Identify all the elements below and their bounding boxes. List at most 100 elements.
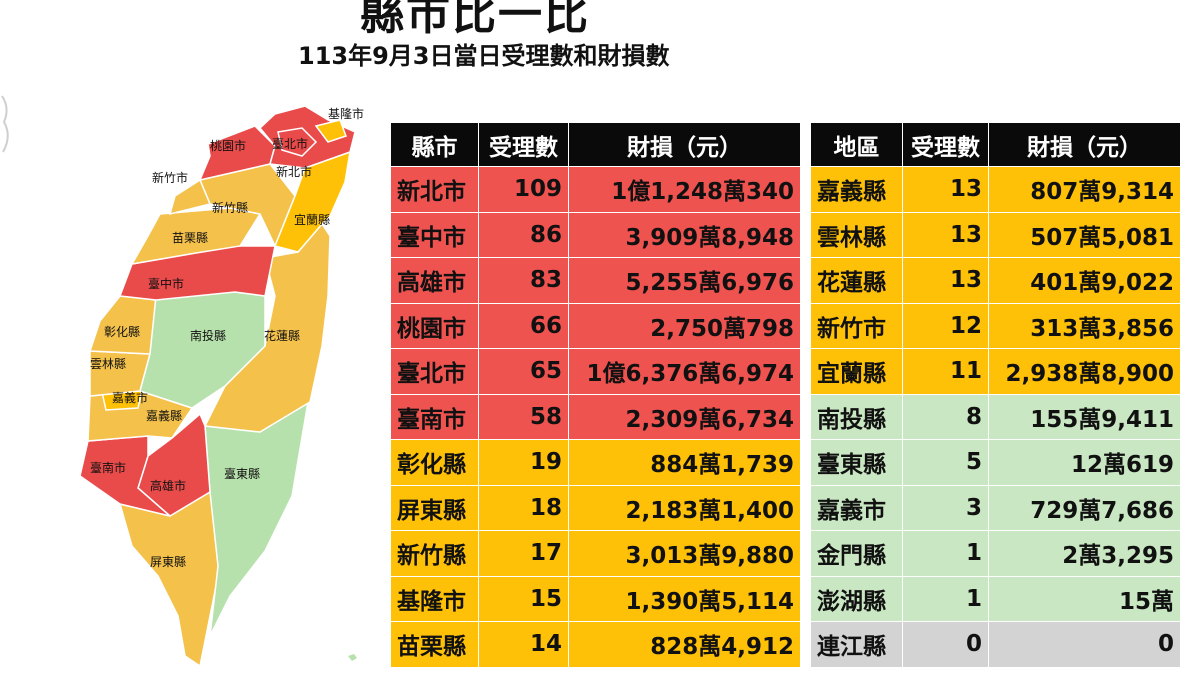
row-name: 臺北市 [390,348,479,395]
decorative-mark [1,95,9,153]
map-label-taoyuan: 桃園市 [210,138,246,153]
row-count: 58 [478,393,569,440]
row-name: 嘉義縣 [810,166,903,213]
table-row: 雲林縣 13 507萬5,081 [810,211,1181,258]
row-count: 3 [902,484,989,531]
taiwan-map: 基隆市 臺北市 桃園市 新北市 新竹市 新竹縣 宜蘭縣 苗栗縣 臺中市 彰化縣 … [79,105,364,666]
row-count: 83 [478,257,569,304]
row-count: 15 [478,575,569,622]
row-name: 新竹市 [810,302,903,349]
row-count: 13 [902,257,989,304]
row-loss: 3,013萬9,880 [568,530,801,577]
row-count: 8 [902,393,989,440]
row-name: 苗栗縣 [390,621,479,668]
map-label-keelung: 基隆市 [328,106,364,121]
header-loss: 財損（元） [568,122,801,167]
island-lanyu [348,654,357,661]
table-row: 南投縣 8 155萬9,411 [810,393,1181,440]
row-count: 14 [478,621,569,668]
region-tainan [79,435,171,517]
row-count: 1 [902,530,989,577]
map-label-new-taipei: 新北市 [276,164,312,179]
table-row: 宜蘭縣 11 2,938萬8,900 [810,348,1181,395]
row-name: 新竹縣 [390,530,479,577]
row-name: 屏東縣 [390,484,479,531]
table-row: 臺北市 65 1億6,376萬6,974 [390,348,801,395]
row-loss: 828萬4,912 [568,621,801,668]
region-hsinchu-county [198,163,296,248]
row-count: 13 [902,166,989,213]
table-row: 花蓮縣 13 401萬9,022 [810,257,1181,304]
row-name: 金門縣 [810,530,903,577]
row-name: 臺中市 [390,211,479,258]
row-count: 1 [902,575,989,622]
row-count: 18 [478,484,569,531]
row-count: 65 [478,348,569,395]
map-label-tainan: 臺南市 [90,460,126,475]
row-loss: 2,750萬798 [568,302,801,349]
row-name: 連江縣 [810,621,903,668]
table-row: 臺東縣 5 12萬619 [810,439,1181,486]
map-label-chiayi-city: 嘉義市 [112,390,148,405]
row-loss: 3,909萬8,948 [568,211,801,258]
map-label-miaoli: 苗栗縣 [172,231,208,245]
row-loss: 15萬 [988,575,1181,622]
page-subtitle: 113年9月3日當日受理數和財損數 [298,42,670,70]
map-label-yilan: 宜蘭縣 [294,212,330,227]
map-label-taipei: 臺北市 [272,136,308,151]
map-label-taitung: 臺東縣 [224,466,260,481]
right-stats-table: 地區 受理數 財損（元） 嘉義縣 13 807萬9,314 雲林縣 13 507萬5,08… [810,122,1181,668]
map-label-hualien: 花蓮縣 [264,328,300,343]
row-count: 5 [902,439,989,486]
row-name: 高雄市 [390,257,479,304]
row-loss: 1億1,248萬340 [568,166,801,213]
header-count: 受理數 [902,122,989,167]
row-name: 基隆市 [390,575,479,622]
table-row: 臺中市 86 3,909萬8,948 [390,211,801,258]
table-row: 澎湖縣 1 15萬 [810,575,1181,622]
row-loss: 401萬9,022 [988,257,1181,304]
map-label-hsinchu-county: 新竹縣 [212,200,248,215]
row-name: 雲林縣 [810,211,903,258]
table-header-row: 地區 受理數 財損（元） [810,122,1181,167]
row-count: 109 [478,166,569,213]
table-row: 苗栗縣 14 828萬4,912 [390,621,801,668]
row-name: 臺南市 [390,393,479,440]
row-loss: 2萬3,295 [988,530,1181,577]
row-count: 86 [478,211,569,258]
map-label-nantou: 南投縣 [190,328,226,343]
row-loss: 1億6,376萬6,974 [568,348,801,395]
row-loss: 2,938萬8,900 [988,348,1181,395]
region-keelung [314,119,347,143]
region-taitung [204,400,310,637]
region-yilan [273,150,351,253]
row-loss: 729萬7,686 [988,484,1181,531]
region-pingtung [118,490,221,666]
table-row: 桃園市 66 2,750萬798 [390,302,801,349]
row-loss: 313萬3,856 [988,302,1181,349]
table-row: 高雄市 83 5,255萬6,976 [390,257,801,304]
page-title: 縣市比一比 [360,0,590,40]
row-count: 0 [902,621,989,668]
map-label-taichung: 臺中市 [148,276,184,291]
map-label-kaohsiung: 高雄市 [150,478,186,493]
table-row: 金門縣 1 2萬3,295 [810,530,1181,577]
header-count: 受理數 [478,122,569,167]
table-row: 彰化縣 19 884萬1,739 [390,439,801,486]
table-row: 嘉義縣 13 807萬9,314 [810,166,1181,213]
row-loss: 507萬5,081 [988,211,1181,258]
row-name: 南投縣 [810,393,903,440]
row-name: 花蓮縣 [810,257,903,304]
map-label-yunlin: 雲林縣 [90,357,126,371]
map-label-hsinchu-city: 新竹市 [152,170,188,185]
row-name: 澎湖縣 [810,575,903,622]
map-label-changhua: 彰化縣 [104,324,140,339]
row-loss: 12萬619 [988,439,1181,486]
map-label-chiayi-county: 嘉義縣 [146,408,182,423]
row-name: 新北市 [390,166,479,213]
row-loss: 5,255萬6,976 [568,257,801,304]
row-name: 桃園市 [390,302,479,349]
row-loss: 807萬9,314 [988,166,1181,213]
table-row: 屏東縣 18 2,183萬1,400 [390,484,801,531]
row-name: 臺東縣 [810,439,903,486]
